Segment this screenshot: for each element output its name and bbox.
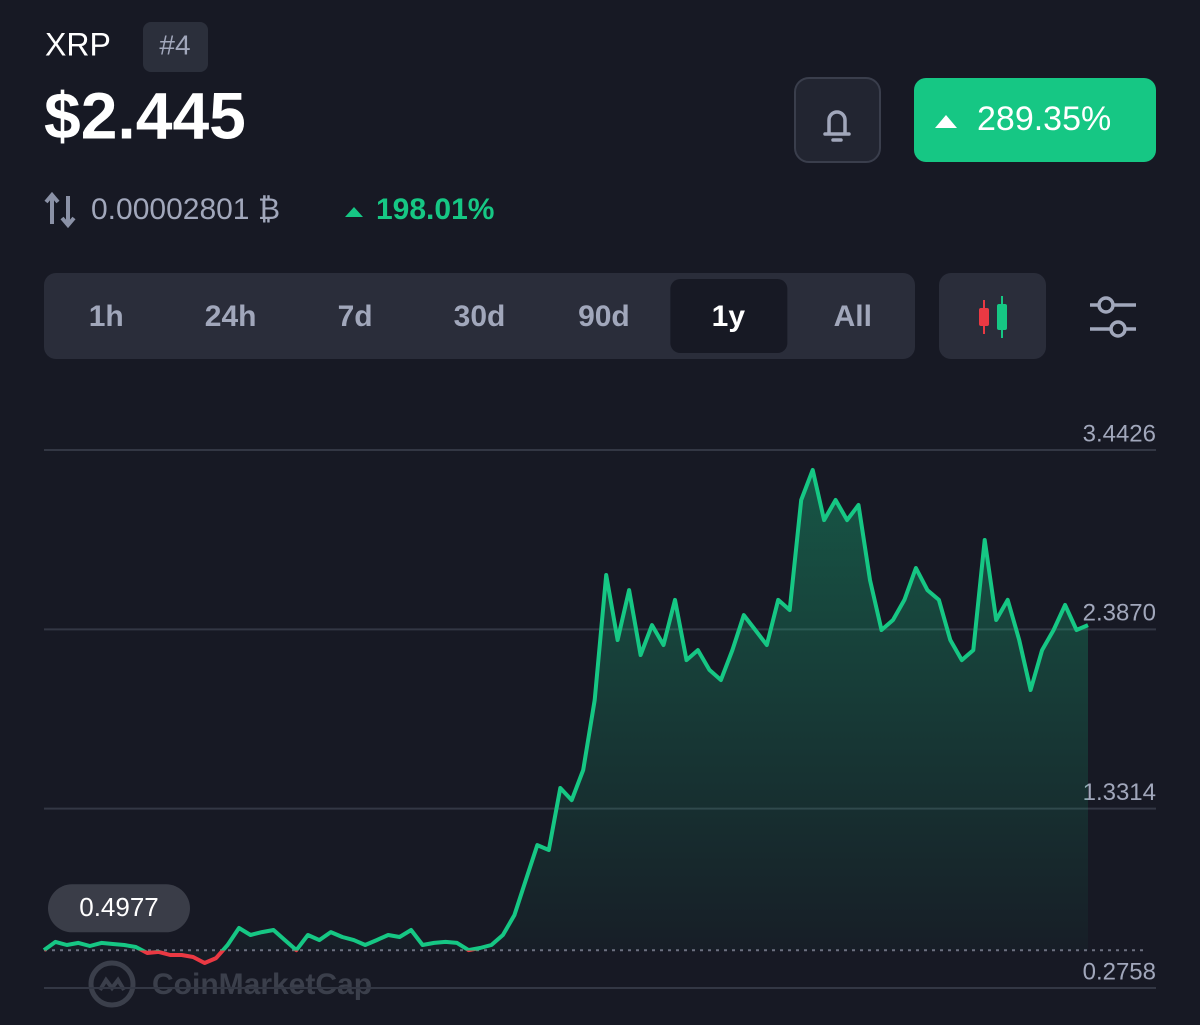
baseline-pill [48,884,190,933]
change: 289.35% [977,100,1111,138]
bell-icon [823,110,851,142]
range-tab[interactable]: 24h [205,300,257,333]
btc-price: 0.00002801 ₿ [91,193,280,226]
watermark-logo [88,960,136,1008]
candle-icon [997,304,1007,330]
plot: 0.2758 1.3314 2.3870 3.4426 0.4977 [42,420,1156,989]
price: $2.445 [44,78,246,152]
btc-change: 198.01% [376,193,494,226]
swap-icon [44,191,76,229]
range-tab[interactable]: 90d [578,300,630,333]
rank-badge [143,22,208,72]
icon-knob [1097,296,1115,314]
range-tab[interactable]: All [834,300,872,333]
price-line [42,468,1089,965]
y-tick-label: 3.4426 [1083,420,1156,447]
settings-icon[interactable] [1090,296,1136,338]
area [44,470,1088,963]
up-icon [935,115,957,128]
y-tick-label: 0.2758 [1083,958,1156,985]
range-tab[interactable]: 7d [338,300,373,333]
y-tick-label: 1.3314 [1083,779,1156,806]
chart-type-button[interactable] [939,273,1046,359]
watermark: CoinMarketCap [152,968,372,1001]
rank: #4 [159,29,190,60]
icon-knob [1109,320,1127,338]
range-tabs: 1h 24h 7d 30d 90d 1y All [89,279,872,353]
active-tab[interactable] [670,279,788,353]
baseline-label: 0.4977 [79,892,159,922]
up-icon [345,207,363,217]
alert-button[interactable] [794,77,881,163]
candle-icon [979,308,989,326]
range-tab[interactable]: 1h [89,300,124,333]
change-badge [914,78,1156,162]
range-tab[interactable]: 30d [454,300,506,333]
y-tick-label: 2.3870 [1083,600,1156,627]
symbol: XRP [45,26,111,62]
range-tab[interactable]: 1y [712,300,746,333]
